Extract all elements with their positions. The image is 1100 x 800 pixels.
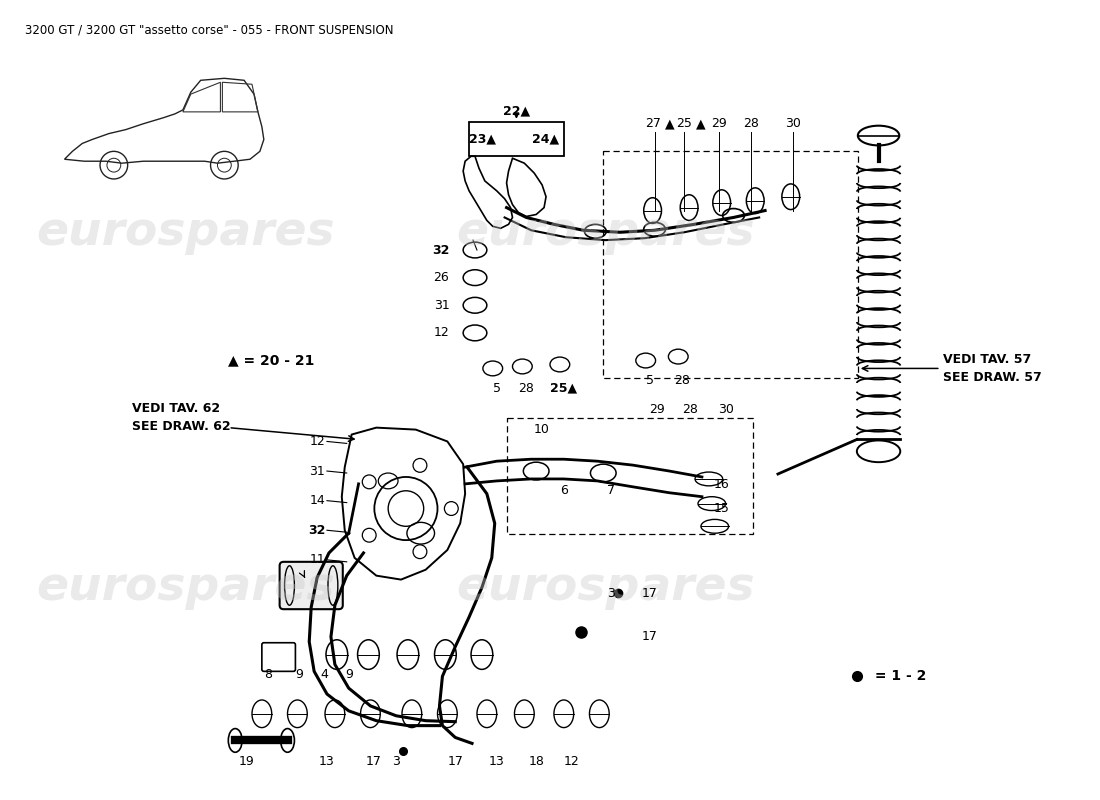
Text: 28: 28 <box>674 374 690 386</box>
Text: 5: 5 <box>493 382 500 394</box>
Text: 32: 32 <box>308 524 326 537</box>
Text: 6: 6 <box>560 484 568 498</box>
Text: eurospares: eurospares <box>455 210 755 254</box>
Text: 28: 28 <box>744 118 759 130</box>
Ellipse shape <box>280 729 295 752</box>
Text: 14: 14 <box>309 494 324 507</box>
Text: 31: 31 <box>309 465 324 478</box>
Text: 17: 17 <box>365 755 382 768</box>
Text: 9: 9 <box>296 668 304 682</box>
Text: 4: 4 <box>320 668 328 682</box>
Text: 15: 15 <box>714 502 729 515</box>
Text: ▲: ▲ <box>664 118 674 130</box>
Text: 17: 17 <box>641 587 658 600</box>
Ellipse shape <box>229 729 242 752</box>
Text: = 1 - 2: = 1 - 2 <box>870 670 926 683</box>
Text: 5: 5 <box>646 374 653 386</box>
Text: 16: 16 <box>714 478 729 491</box>
FancyBboxPatch shape <box>469 122 564 156</box>
Text: 3200 GT / 3200 GT "assetto corse" - 055 - FRONT SUSPENSION: 3200 GT / 3200 GT "assetto corse" - 055 … <box>25 23 394 36</box>
Text: 13: 13 <box>319 755 334 768</box>
Text: 28: 28 <box>682 403 698 416</box>
Text: 11: 11 <box>309 554 324 566</box>
Text: eurospares: eurospares <box>36 565 336 610</box>
FancyBboxPatch shape <box>262 642 296 671</box>
Text: 29: 29 <box>711 118 727 130</box>
Text: 23▲: 23▲ <box>470 132 496 145</box>
Text: 3: 3 <box>607 587 615 600</box>
Text: 8: 8 <box>264 668 272 682</box>
Text: 13: 13 <box>488 755 505 768</box>
Text: 31: 31 <box>433 298 449 312</box>
Text: 32: 32 <box>432 243 449 257</box>
Text: 30: 30 <box>717 403 734 416</box>
Text: 12: 12 <box>433 326 449 339</box>
Text: 18: 18 <box>528 755 544 768</box>
Text: 27: 27 <box>645 118 660 130</box>
Text: 7: 7 <box>607 484 615 498</box>
Text: 26: 26 <box>433 271 449 284</box>
Text: ▲ = 20 - 21: ▲ = 20 - 21 <box>229 354 315 367</box>
Text: 12: 12 <box>564 755 580 768</box>
Text: eurospares: eurospares <box>36 210 336 254</box>
Text: 29: 29 <box>649 403 664 416</box>
Text: 17: 17 <box>448 755 463 768</box>
Text: VEDI TAV. 62
SEE DRAW. 62: VEDI TAV. 62 SEE DRAW. 62 <box>132 402 230 434</box>
Text: 22▲: 22▲ <box>503 104 530 117</box>
Text: 28: 28 <box>518 382 535 394</box>
Text: 17: 17 <box>641 630 658 643</box>
Text: 9: 9 <box>344 668 353 682</box>
FancyBboxPatch shape <box>279 562 343 609</box>
Text: VEDI TAV. 57
SEE DRAW. 57: VEDI TAV. 57 SEE DRAW. 57 <box>943 353 1042 384</box>
Text: 12: 12 <box>309 435 324 448</box>
Text: eurospares: eurospares <box>455 565 755 610</box>
Text: 19: 19 <box>239 755 254 768</box>
Text: 30: 30 <box>784 118 801 130</box>
Text: ▲: ▲ <box>696 118 706 130</box>
Text: 25▲: 25▲ <box>550 382 578 394</box>
Text: 10: 10 <box>535 423 550 436</box>
Text: 25: 25 <box>676 118 692 130</box>
Text: 24▲: 24▲ <box>532 132 560 145</box>
Text: 3: 3 <box>392 755 400 768</box>
